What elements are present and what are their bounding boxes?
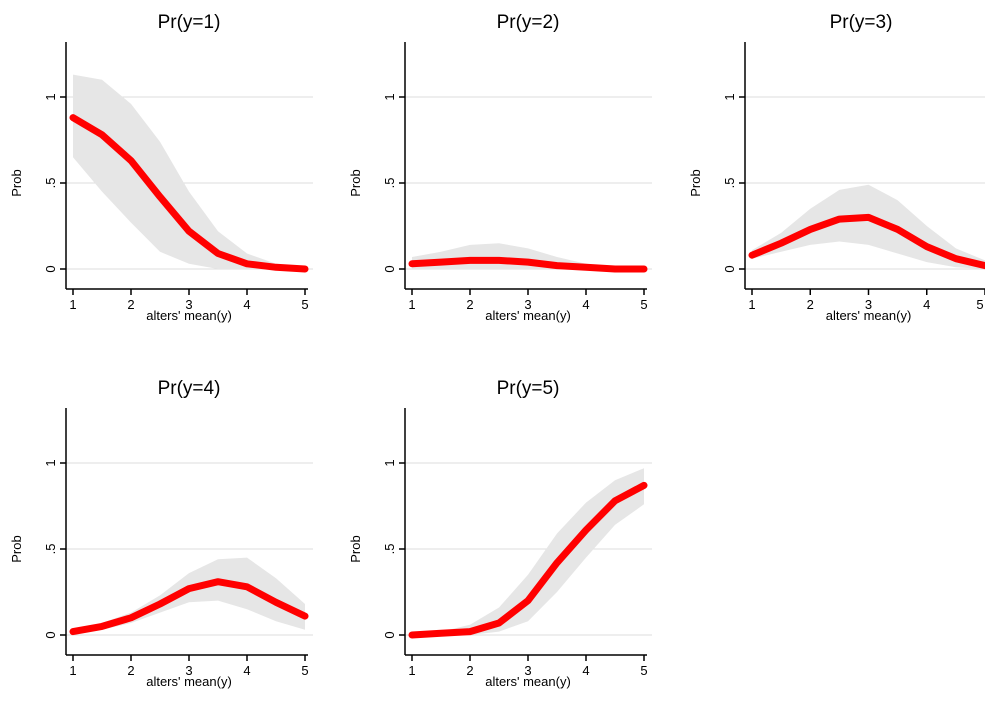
x-tick-label: 1 [408,663,415,678]
x-tick-label: 1 [69,297,76,312]
x-tick-label: 3 [185,297,192,312]
x-tick-label: 3 [524,663,531,678]
panel-title: Pr(y=2) [497,12,560,33]
x-tick-label: 5 [640,297,647,312]
x-axis-label: alters' mean(y) [146,308,232,323]
x-tick-label: 2 [466,297,473,312]
y-tick-label: 1 [43,459,58,466]
x-tick-label: 2 [807,297,814,312]
panel-title: Pr(y=4) [158,378,221,399]
x-tick-label: 1 [748,297,755,312]
panel-4: 0 .5 1 1 2 3 4 5 alters' mean(y) Prob Pr(y=4) [9,378,313,689]
x-tick-label: 3 [865,297,872,312]
confidence-band [412,468,644,635]
panel-2: 0 .5 1 1 2 3 4 5 alters' mean(y) Prob Pr(y=2) [348,12,652,323]
x-axis-label: alters' mean(y) [485,674,571,689]
y-axis-label: Prob [348,169,363,196]
y-tick-label: 0 [43,631,58,638]
x-tick-label: 2 [466,663,473,678]
x-tick-label: 4 [243,663,250,678]
probability-line [69,578,309,636]
x-tick-label: 4 [582,297,589,312]
x-axis-label: alters' mean(y) [826,308,912,323]
y-tick-label: .5 [722,178,737,189]
y-axis-label: Prob [9,169,24,196]
y-axis-label: Prob [348,535,363,562]
y-tick-label: 1 [382,459,397,466]
panel-title: Pr(y=5) [497,378,560,399]
x-tick-label: 1 [69,663,76,678]
x-tick-label: 3 [185,663,192,678]
x-tick-label: 5 [640,663,647,678]
x-axis-label: alters' mean(y) [485,308,571,323]
y-tick-label: 0 [382,631,397,638]
y-tick-label: 1 [382,93,397,100]
y-tick-label: 0 [382,265,397,272]
y-tick-label: .5 [382,544,397,555]
probability-line [748,213,985,270]
panel-title: Pr(y=3) [830,12,893,33]
x-axis-label: alters' mean(y) [146,674,232,689]
x-tick-label: 4 [923,297,930,312]
x-tick-label: 2 [127,297,134,312]
y-tick-label: .5 [43,544,58,555]
panel-1: 0 .5 1 1 2 3 4 5 alters' mean(y) Prob Pr(y=1) [9,12,313,323]
x-tick-label: 1 [408,297,415,312]
x-tick-label: 5 [301,297,308,312]
y-axis-label: Prob [688,169,703,196]
probability-line [69,114,309,273]
confidence-band [73,74,305,269]
panel-5: 0 .5 1 1 2 3 4 5 alters' mean(y) Prob Pr(y=5) [348,378,652,689]
panel-title: Pr(y=1) [158,12,221,33]
x-tick-label: 3 [524,297,531,312]
panel-3: 0 .5 1 1 2 3 4 5 alters' mean(y) Prob Pr(y=3) [688,12,985,323]
x-tick-label: 5 [976,297,983,312]
x-tick-label: 2 [127,663,134,678]
x-tick-label: 5 [301,663,308,678]
x-tick-label: 4 [243,297,250,312]
probability-line [408,256,648,273]
y-axis-label: Prob [9,535,24,562]
probability-line [408,481,648,639]
y-tick-label: 0 [43,265,58,272]
y-tick-label: 1 [43,93,58,100]
y-tick-label: .5 [382,178,397,189]
x-tick-label: 4 [582,663,589,678]
y-tick-label: .5 [43,178,58,189]
y-tick-label: 1 [722,93,737,100]
y-tick-label: 0 [722,265,737,272]
